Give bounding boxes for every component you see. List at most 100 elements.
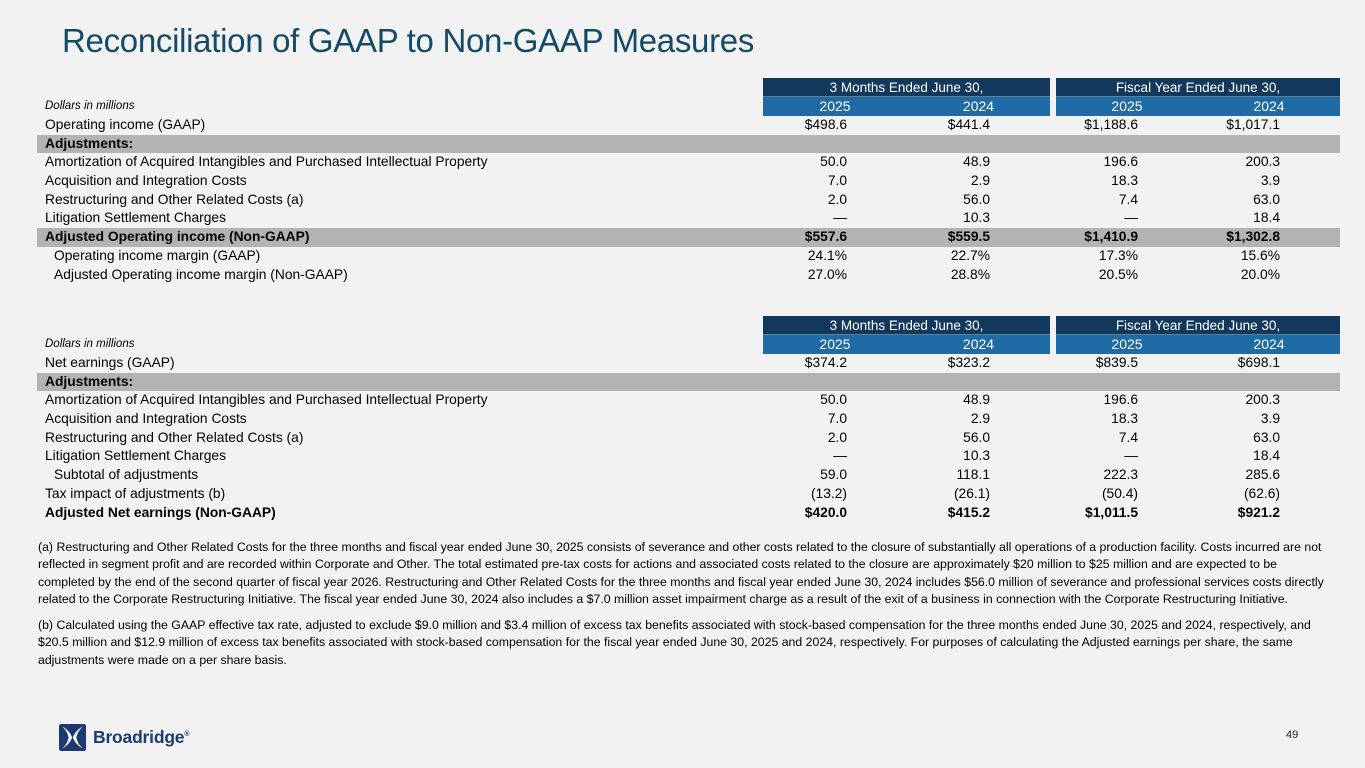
cell-value: $698.1 (1237, 355, 1280, 370)
cell-value: 200.3 (1245, 392, 1280, 408)
cell-value: 17.3% (1098, 247, 1138, 263)
cell-value (1198, 135, 1340, 154)
header-label-spacer (37, 78, 763, 97)
cell-value: (62.6) (1243, 485, 1280, 501)
cell-value: $374.2 (804, 355, 847, 370)
cell-value: 24.1% (807, 247, 847, 263)
year-header: 2024 (1198, 335, 1340, 354)
cell-value: $921.2 (1237, 504, 1280, 520)
cell-value (907, 135, 1050, 154)
page-title: Reconciliation of GAAP to Non-GAAP Measu… (62, 22, 755, 59)
year-header: 2024 (907, 97, 1050, 116)
row-label: Acquisition and Integration Costs (45, 411, 247, 427)
cell-value: — (833, 448, 847, 464)
table-header-period-row: 3 Months Ended June 30, Fiscal Year Ende… (37, 78, 1340, 97)
cell-value: 2.9 (970, 411, 990, 427)
row-label: Tax impact of adjustments (b) (45, 485, 226, 501)
year-header: 2025 (763, 97, 907, 116)
cell-value: 18.4 (1253, 210, 1280, 226)
column-group-3-months: 3 Months Ended June 30, (763, 316, 1050, 335)
cell-value (1056, 373, 1198, 392)
row-label: Restructuring and Other Related Costs (a… (45, 429, 304, 445)
table-row: Amortization of Acquired Intangibles and… (37, 391, 1340, 410)
table-row: Tax impact of adjustments (b) (13.2) (26.1… (37, 485, 1340, 504)
cell-value: 2.0 (827, 191, 847, 207)
cell-value: 48.9 (963, 154, 990, 170)
cell-value: 20.0% (1240, 266, 1280, 282)
table-row: Acquisition and Integration Costs 7.0 2.9 1… (37, 410, 1340, 429)
row-label: Restructuring and Other Related Costs (a… (45, 191, 304, 207)
column-group-gap (1050, 335, 1056, 354)
row-label: Operating income (GAAP) (45, 117, 206, 132)
row-label: Net earnings (GAAP) (45, 355, 175, 370)
cell-value: $1,410.9 (1084, 229, 1138, 245)
table-row: Subtotal of adjustments 59.0 118.1 222.3 285… (37, 466, 1340, 485)
cell-value (1056, 135, 1198, 154)
cell-value: $839.5 (1095, 355, 1138, 370)
cell-value: 285.6 (1245, 467, 1280, 483)
cell-value: 15.6% (1240, 247, 1280, 263)
dollars-in-millions-note: Dollars in millions (45, 338, 135, 350)
cell-value: 63.0 (1253, 429, 1280, 445)
row-label: Litigation Settlement Charges (45, 448, 226, 464)
row-label: Amortization of Acquired Intangibles and… (45, 154, 488, 170)
row-label: Adjusted Operating income (Non-GAAP) (45, 229, 310, 245)
cell-value: — (1124, 210, 1138, 226)
cell-value: — (1124, 448, 1138, 464)
column-group-3-months: 3 Months Ended June 30, (763, 78, 1050, 97)
column-group-fiscal-year: Fiscal Year Ended June 30, (1056, 78, 1340, 97)
cell-value: 56.0 (963, 191, 990, 207)
table-body: Net earnings (GAAP) $374.2 $323.2 $839.5 $69… (37, 354, 1340, 522)
cell-value: $1,188.6 (1084, 117, 1138, 132)
row-label: Adjustments: (45, 135, 134, 151)
table-header-year-row: Dollars in millions 2025 2024 2025 2024 (37, 97, 1340, 116)
page-number: 49 (1286, 729, 1299, 741)
cell-value: $559.5 (947, 229, 990, 245)
row-label: Operating income margin (GAAP) (54, 247, 261, 263)
table-row: Acquisition and Integration Costs 7.0 2.9 1… (37, 172, 1340, 191)
cell-value: 63.0 (1253, 191, 1280, 207)
operating-income-table: 3 Months Ended June 30, Fiscal Year Ende… (37, 78, 1340, 284)
cell-value: (26.1) (953, 485, 990, 501)
cell-value: 50.0 (820, 392, 847, 408)
row-label: Adjusted Operating income margin (Non-GA… (54, 266, 348, 282)
year-header: 2025 (1056, 335, 1198, 354)
row-label: Acquisition and Integration Costs (45, 173, 247, 189)
broadridge-logo-icon (59, 724, 86, 751)
header-label-spacer (37, 316, 763, 335)
cell-value: 3.9 (1260, 173, 1280, 189)
cell-value: 7.0 (827, 173, 847, 189)
column-group-gap (1050, 97, 1056, 116)
footnote-a: (a) Restructuring and Other Related Cost… (38, 540, 1324, 606)
cell-value: 59.0 (820, 467, 847, 483)
cell-value: $1,017.1 (1226, 117, 1280, 132)
cell-value: 118.1 (956, 467, 990, 483)
cell-value: 2.0 (827, 429, 847, 445)
column-group-fiscal-year: Fiscal Year Ended June 30, (1056, 316, 1340, 335)
cell-value (763, 135, 907, 154)
column-group-gap (1050, 316, 1056, 335)
cell-value: 196.6 (1103, 154, 1138, 170)
table-row: Net earnings (GAAP) $374.2 $323.2 $839.5 $69… (37, 354, 1340, 373)
net-earnings-table: 3 Months Ended June 30, Fiscal Year Ende… (37, 316, 1340, 522)
cell-value: 10.3 (963, 210, 990, 226)
year-header: 2025 (763, 335, 907, 354)
cell-value: 7.0 (827, 411, 847, 427)
year-header: 2025 (1056, 97, 1198, 116)
cell-value: (13.2) (810, 485, 847, 501)
cell-value: 27.0% (807, 266, 847, 282)
cell-value: 2.9 (970, 173, 990, 189)
row-label: Subtotal of adjustments (54, 467, 199, 483)
cell-value: 22.7% (950, 247, 990, 263)
cell-value: $415.2 (947, 504, 990, 520)
cell-value (763, 373, 907, 392)
table-row: Adjustments: (37, 134, 1340, 154)
trademark-symbol: ® (184, 731, 190, 739)
cell-value: 18.3 (1111, 411, 1138, 427)
table-row: Adjusted Operating income margin (Non-GA… (37, 266, 1340, 285)
cell-value: 20.5% (1098, 266, 1138, 282)
cell-value: 7.4 (1118, 429, 1138, 445)
table-row: Restructuring and Other Related Costs (a… (37, 429, 1340, 448)
row-label: Adjustments: (45, 373, 134, 389)
table-body: Operating income (GAAP) $498.6 $441.4 $1,18… (37, 116, 1340, 284)
